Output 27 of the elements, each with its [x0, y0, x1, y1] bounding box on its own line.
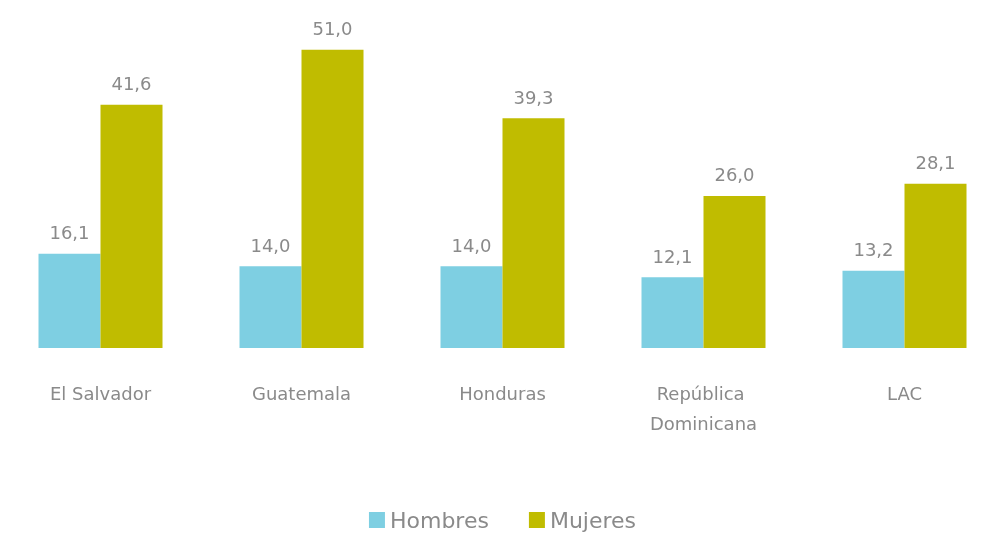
data-label: 26,0 [714, 164, 755, 186]
bar [239, 266, 302, 348]
x-tick-label: LAC [886, 382, 923, 404]
legend-label: Mujeres [549, 507, 637, 533]
data-label: 41,6 [111, 73, 152, 95]
x-tick-label: El Salvador [49, 382, 152, 404]
bar [502, 118, 565, 348]
bar [100, 104, 163, 348]
x-tick-label: República Dominicana [649, 382, 758, 434]
bar [301, 49, 364, 348]
data-label: 13,2 [853, 239, 894, 261]
bar [641, 277, 704, 348]
data-label: 12,1 [652, 245, 693, 267]
data-label: 39,3 [513, 86, 554, 108]
data-label: 14,0 [250, 234, 291, 256]
bar [38, 253, 101, 348]
bar [440, 266, 503, 348]
bar [842, 270, 905, 348]
x-tick-label: Guatemala [251, 382, 352, 404]
x-tick-label: Honduras [459, 382, 546, 404]
data-label: 16,1 [49, 222, 90, 244]
data-label: 28,1 [915, 152, 956, 174]
bar [703, 195, 766, 348]
bar [904, 183, 967, 348]
legend-label: Hombres [389, 507, 489, 533]
data-label: 51,0 [312, 18, 353, 40]
data-label: 14,0 [451, 234, 492, 256]
